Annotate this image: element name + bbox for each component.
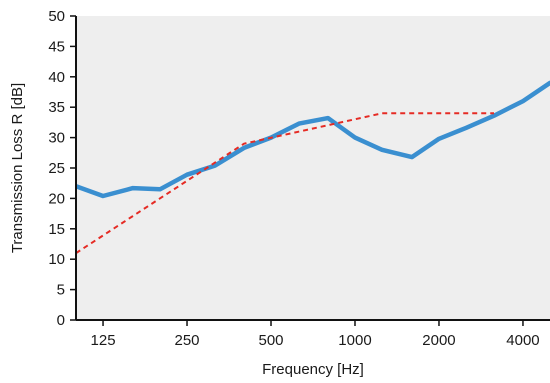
x-tick-label: 1000 [338,332,371,349]
x-tick-label: 2000 [422,332,455,349]
x-tick-label: 250 [175,332,200,349]
y-tick-label: 15 [48,221,65,238]
y-tick-label: 5 [57,282,65,299]
series-layer [76,80,550,254]
y-tick-label: 20 [48,190,65,207]
y-tick-label: 45 [48,38,65,55]
x-tick-label: 4000 [506,332,539,349]
x-ticks: 125 250 500 1000 2000 4000 [91,320,540,349]
y-tick-label: 25 [48,160,65,177]
x-tick-label: 500 [258,332,283,349]
x-axis-title: Frequency [Hz] [262,361,364,378]
series-line-solid [76,80,550,199]
y-ticks: 0 5 10 15 20 25 30 35 40 45 50 [48,8,76,329]
y-tick-label: 0 [57,312,65,329]
plot-area [76,16,550,320]
series-line-dashed [76,112,494,254]
y-tick-label: 40 [48,69,65,86]
y-axis-title: Transmission Loss R [dB] [9,83,26,253]
y-tick-label: 10 [48,251,65,268]
y-tick-label: 35 [48,99,65,116]
y-tick-label: 50 [48,8,65,25]
y-tick-label: 30 [48,130,65,147]
x-tick-label: 125 [91,332,116,349]
